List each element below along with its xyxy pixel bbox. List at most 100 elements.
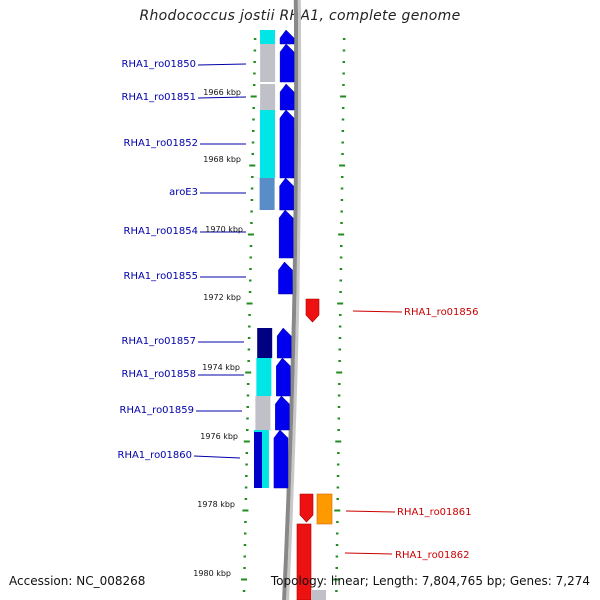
forward-gene-arrow [279,43,295,83]
left-tick-mark [251,141,255,144]
scale-label-1972: 1972 kbp [203,293,241,302]
accession-text: Accession: NC_008268 [9,574,146,588]
reverse-leader-line [352,310,403,313]
right-tick-mark [339,314,342,316]
left-tick-mark [253,38,257,40]
left-tick-mark [249,256,252,259]
gene-label-ro01862[interactable]: RHA1_ro01862 [395,550,470,561]
left-tick-mark [247,233,254,236]
gene-label-ro01851[interactable]: RHA1_ro01851 [122,92,197,103]
right-tick-mark [337,417,341,420]
gene-colour-box [257,328,273,358]
gene-label-ro01861[interactable]: RHA1_ro01861 [397,507,472,518]
right-tick-mark [336,475,340,477]
left-tick-mark [245,371,252,374]
left-tick-mark [246,383,250,385]
scale-label-1968: 1968 kbp [203,155,241,164]
left-tick-mark [251,153,255,155]
right-tick-mark [337,302,344,305]
forward-gene-arrow [275,395,290,431]
label-leader-lines [193,63,403,555]
left-tick-mark [250,199,254,201]
backbone-shadow [286,0,302,600]
right-tick-mark [339,256,343,259]
forward-leader-line [193,455,241,459]
right-tick-mark [334,509,341,512]
right-tick-mark [336,486,340,489]
gene-label-ro01856[interactable]: RHA1_ro01856 [404,307,479,318]
scale-label-1976: 1976 kbp [200,432,238,441]
left-tick-mark [253,72,256,75]
left-tick-mark [248,314,251,316]
left-tick-mark [242,590,246,592]
left-tick-mark [244,486,248,489]
scale-label-1978: 1978 kbp [197,500,235,509]
right-tick-mark [342,84,345,86]
right-tick-mark [341,141,344,144]
gene-colour-box [256,358,272,396]
reverse-gene-arrow-ro01862 [296,523,312,600]
right-tick-mark [340,222,343,224]
left-tick-mark [249,268,252,270]
right-tick-mark [335,555,339,558]
gene-label-ro01852[interactable]: RHA1_ro01852 [124,138,199,149]
left-tick-mark [243,532,247,535]
right-tick-mark [335,590,338,592]
forward-gene-arrow [276,357,291,397]
gene-label-ro01860[interactable]: RHA1_ro01860 [118,450,193,461]
forward-gene-arrow [279,177,294,211]
left-tick-mark [250,95,257,98]
genome-backbone [282,0,302,600]
gene-colour-box [259,178,275,210]
right-tick-mark [341,153,344,155]
gene-label-ro01858[interactable]: RHA1_ro01858 [122,369,197,380]
left-tick-mark [252,130,255,132]
reverse-gene-arrow-ro01856 [305,298,320,323]
gene-label-ro01854[interactable]: RHA1_ro01854 [124,226,199,237]
right-tick-mark [336,371,343,374]
gene-label-ro01855[interactable]: RHA1_ro01855 [124,271,199,282]
left-tick-mark [244,521,247,523]
left-tick-mark [241,578,248,581]
forward-gene-arrow [278,209,294,259]
gene-label-ro01857[interactable]: RHA1_ro01857 [122,336,197,347]
right-tick-mark [341,118,345,121]
left-tick-mark [249,245,253,247]
gene-label-aroE3[interactable]: aroE3 [169,187,198,198]
gene-label-ro01859[interactable]: RHA1_ro01859 [120,405,195,416]
right-tick-mark [340,210,343,213]
scale-label-1974: 1974 kbp [202,363,240,372]
reverse-leader-line [345,510,396,513]
left-tick-mark [246,394,250,397]
left-tick-mark [248,291,252,293]
forward-leader-line [197,96,247,99]
genome-summary-text: Topology: linear; Length: 7,804,765 bp; … [270,574,590,588]
forward-gene-arrow [279,29,295,45]
left-tick-mark [251,176,254,178]
backbone-line [282,0,299,600]
right-tick-mark [342,72,345,75]
gene-colour-box [254,432,262,488]
left-tick-mark [243,544,247,546]
right-tick-mark [338,383,341,385]
right-tick-mark [339,279,343,282]
gene-colour-box [259,110,275,178]
left-tick-mark [243,555,246,558]
right-tick-mark [341,107,345,109]
left-tick-mark [245,463,248,466]
left-tick-mark [246,417,249,420]
gene-colour-box-ro01861 [316,493,333,525]
right-tick-mark [333,578,340,581]
left-tick-mark [244,498,248,500]
right-tick-mark [338,233,345,236]
right-tick-mark [335,544,339,546]
left-tick-mark [248,325,251,328]
right-tick-mark [338,337,342,339]
left-tick-mark [250,222,253,224]
right-tick-mark [340,187,344,190]
right-tick-mark [342,61,346,63]
gene-label-ro01850[interactable]: RHA1_ro01850 [122,59,197,70]
right-tick-mark [339,268,343,270]
forward-gene-arrow [279,83,295,111]
right-tick-mark [338,325,342,328]
